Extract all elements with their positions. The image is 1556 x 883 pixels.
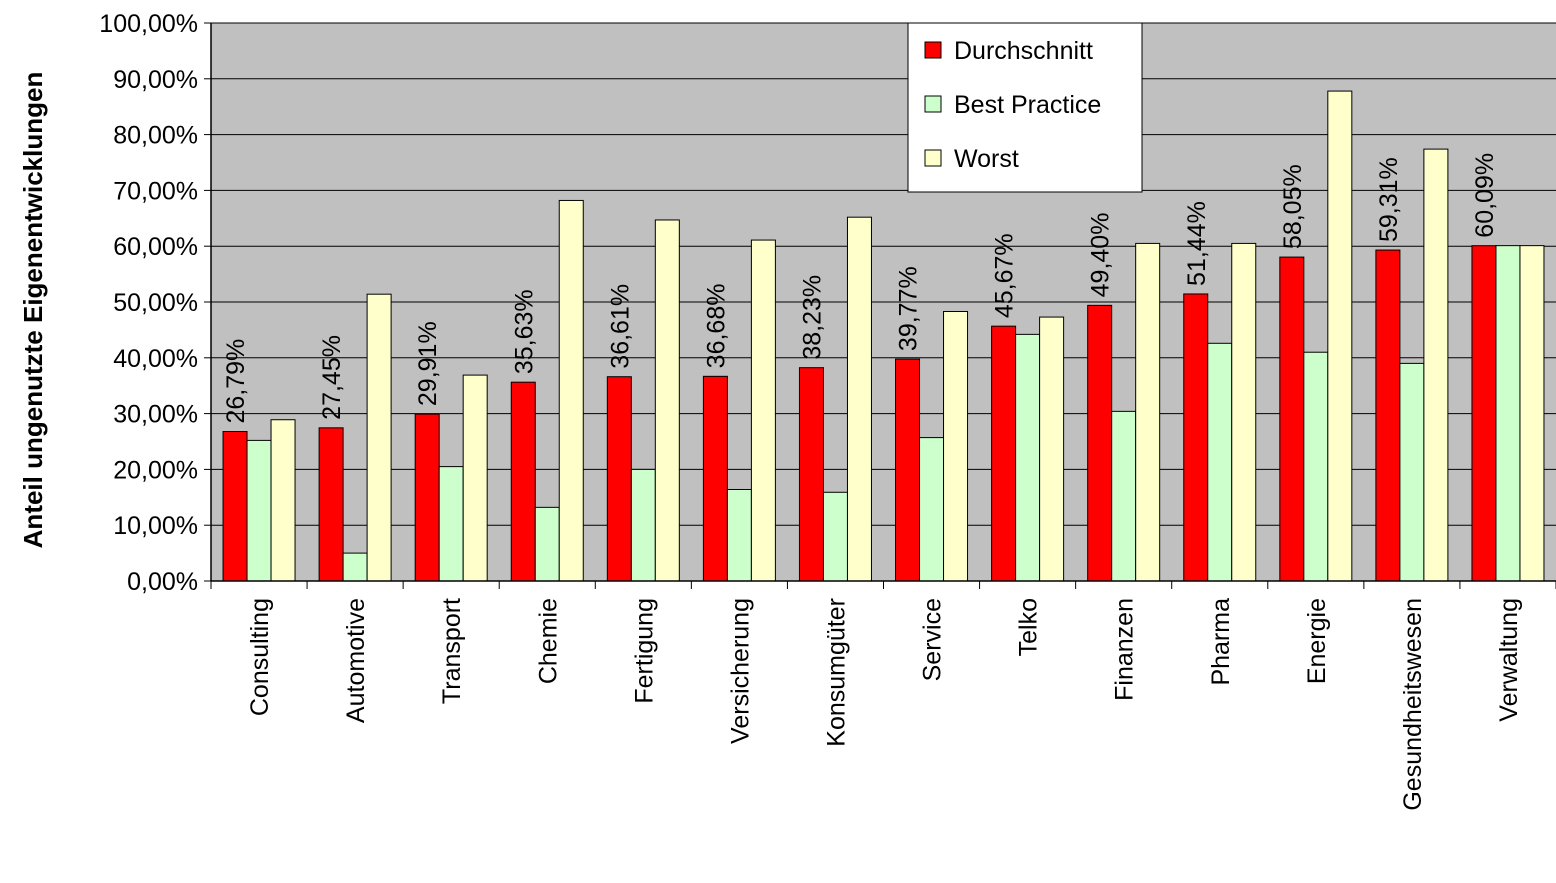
bar-durchschnitt — [798, 367, 824, 582]
data-label: 38,23% — [798, 275, 826, 360]
data-label: 26,79% — [222, 339, 250, 424]
bar-best-practice — [1015, 333, 1041, 582]
y-tick-label: 30,00% — [113, 401, 198, 429]
x-tick-label: Versicherung — [726, 598, 754, 744]
x-tick-label: Service — [919, 598, 947, 681]
bar-worst — [750, 239, 776, 582]
x-tick-label: Chemie — [534, 598, 562, 684]
bar-worst — [366, 293, 392, 582]
bar-durchschnitt — [1183, 293, 1209, 582]
data-label: 51,44% — [1183, 201, 1211, 286]
legend-label: Durchschnitt — [954, 37, 1093, 65]
bar-durchschnitt — [1471, 245, 1497, 582]
y-tick-label: 90,00% — [113, 66, 198, 94]
x-tick-label: Konsumgüter — [822, 598, 850, 747]
bar-durchschnitt — [702, 375, 728, 582]
bar-durchschnitt — [1375, 249, 1401, 582]
data-label: 59,31% — [1375, 157, 1403, 242]
x-tick-label: Telko — [1015, 598, 1043, 656]
bar-durchschnitt — [606, 376, 632, 582]
legend-label: Worst — [954, 145, 1019, 173]
bar-durchschnitt — [414, 413, 440, 582]
data-label: 35,63% — [510, 289, 538, 374]
bars — [222, 90, 1545, 582]
legend-swatch — [924, 149, 942, 167]
x-tick-label: Fertigung — [630, 598, 658, 704]
x-tick-label: Consulting — [246, 598, 274, 716]
data-label: 45,67% — [991, 233, 1019, 318]
data-label: 36,68% — [702, 284, 730, 369]
bar-best-practice — [1399, 362, 1425, 582]
bar-worst — [270, 419, 296, 582]
bar-worst — [1039, 316, 1065, 582]
x-tick-label: Pharma — [1207, 598, 1235, 686]
data-label: 36,61% — [606, 284, 634, 369]
data-label: 49,40% — [1087, 213, 1115, 298]
legend-swatch — [924, 95, 942, 113]
x-tick-label: Energie — [1303, 598, 1331, 684]
bar-durchschnitt — [510, 381, 536, 582]
data-labels: 26,79% 27,45% 29,91% 35,63% 36,61% 36,68% 38,2… — [222, 153, 1499, 424]
y-tick-label: 60,00% — [113, 233, 198, 261]
data-label: 58,05% — [1279, 164, 1307, 249]
x-tick-label: Transport — [438, 598, 466, 704]
y-tick-label: 80,00% — [113, 122, 198, 150]
legend-box — [907, 22, 1143, 193]
y-axis-title: Anteil ungenutzte Eigenentwicklungen — [18, 72, 48, 549]
bar-best-practice — [822, 491, 848, 582]
bar-worst — [1231, 242, 1257, 582]
bar-durchschnitt — [991, 325, 1017, 582]
data-label: 60,09% — [1471, 153, 1499, 238]
bar-durchschnitt — [318, 427, 344, 582]
y-tick-label: 70,00% — [113, 177, 198, 205]
bar-best-practice — [919, 437, 945, 582]
bar-best-practice — [534, 506, 560, 582]
bar-durchschnitt — [222, 431, 248, 582]
bar-worst — [1519, 245, 1545, 582]
x-tick-label: Finanzen — [1111, 598, 1139, 701]
bar-best-practice — [438, 466, 464, 582]
data-label: 27,45% — [318, 335, 346, 420]
bar-worst — [846, 216, 872, 582]
bar-best-practice — [1207, 342, 1233, 582]
legend-label: Best Practice — [954, 91, 1101, 119]
axes: 0,00% 10,00% 20,00% 30,00% 40,00% 50,00% 60,00… — [99, 10, 1556, 811]
bar-durchschnitt — [1279, 256, 1305, 582]
bar-best-practice — [1111, 410, 1137, 582]
bar-worst — [1423, 148, 1449, 582]
bar-best-practice — [1495, 245, 1521, 582]
y-tick-label: 40,00% — [113, 345, 198, 373]
x-tick-label: Gesundheitswesen — [1399, 598, 1427, 811]
legend: Durchschnitt Best Practice Worst — [907, 22, 1143, 193]
bar-worst — [943, 310, 969, 582]
y-tick-label: 100,00% — [99, 10, 198, 38]
y-tick-label: 20,00% — [113, 456, 198, 484]
bar-best-practice — [342, 552, 368, 582]
data-label: 39,77% — [895, 266, 923, 351]
bar-durchschnitt — [1087, 304, 1113, 582]
y-tick-label: 10,00% — [113, 512, 198, 540]
legend-swatch — [924, 41, 942, 59]
data-label: 29,91% — [414, 321, 442, 406]
x-tick-label: Automotive — [342, 598, 370, 723]
y-tick-label: 50,00% — [113, 289, 198, 317]
bar-worst — [462, 374, 488, 582]
bar-worst — [1327, 90, 1353, 582]
bar-best-practice — [726, 488, 752, 582]
bar-worst — [654, 219, 680, 582]
bar-worst — [1135, 242, 1161, 582]
bar-durchschnitt — [895, 358, 921, 582]
bar-best-practice — [630, 468, 656, 582]
y-tick-label: 0,00% — [127, 568, 198, 596]
bar-worst — [558, 199, 584, 582]
bar-best-practice — [246, 439, 272, 582]
bar-best-practice — [1303, 351, 1329, 582]
x-tick-label: Verwaltung — [1495, 598, 1523, 722]
